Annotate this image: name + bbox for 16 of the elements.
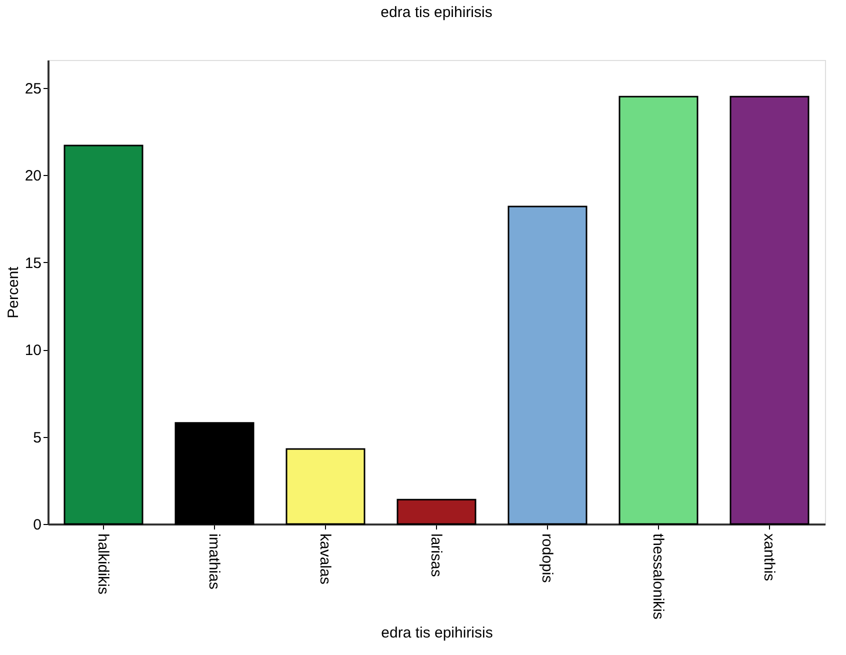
x-tick-label: thessalonikis <box>650 534 666 620</box>
y-axis-title: Percent <box>4 266 22 318</box>
x-tick-label: rodopis <box>538 534 556 583</box>
x-tick-label: larisas <box>428 534 444 577</box>
y-tick-label: 5 <box>33 429 42 446</box>
y-tick-label: 15 <box>24 254 42 272</box>
x-tick-label: halkidikis <box>94 534 112 594</box>
chart-title: edra tis epihirisis <box>380 4 492 21</box>
x-axis-title: edra tis epihirisis <box>381 624 493 642</box>
y-tick-label: 0 <box>33 516 42 534</box>
y-tick-label: 25 <box>24 80 42 98</box>
x-tick-label: kavalas <box>316 534 334 584</box>
y-tick-label: 10 <box>24 342 42 360</box>
y-tick-label: 20 <box>24 168 42 185</box>
x-tick-label: xanthis <box>760 534 778 582</box>
x-tick-label: imathias <box>206 534 222 590</box>
